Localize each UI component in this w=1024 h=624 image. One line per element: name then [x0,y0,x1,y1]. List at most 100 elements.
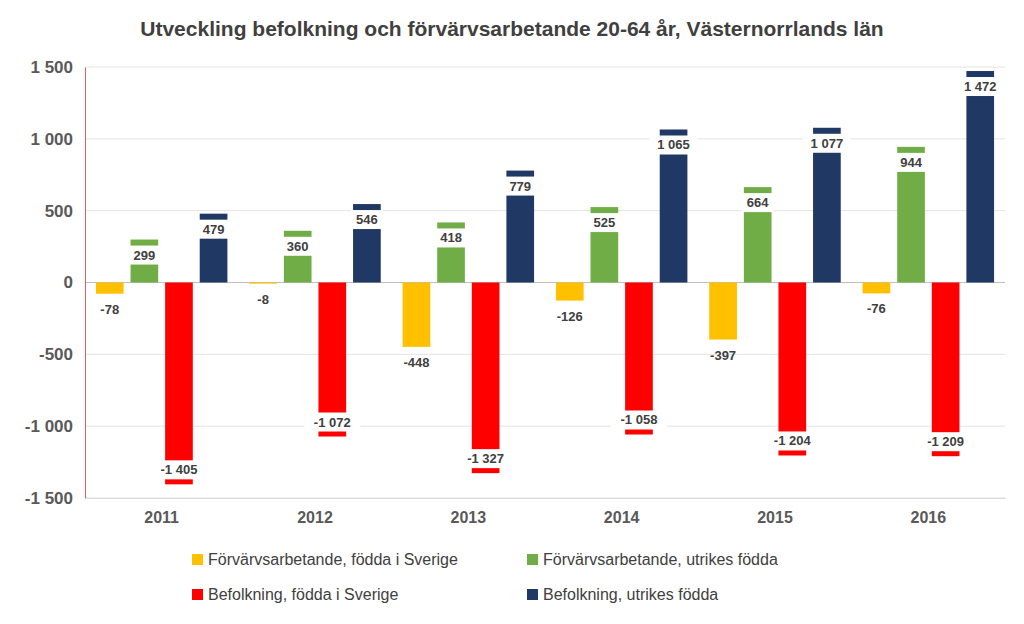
legend-item: Befolkning, utrikes födda [527,586,718,603]
bar [96,283,124,294]
x-tick-label: 2014 [604,509,640,526]
data-label: 360 [287,239,309,254]
data-label-box [803,134,851,153]
bar [403,283,431,347]
y-tick: -1 500 [25,489,85,508]
legend-swatch [192,554,203,565]
grid-line [85,498,1005,499]
data-label: -397 [710,348,736,363]
data-label: 525 [594,215,616,230]
y-tick: -1 000 [25,417,85,436]
title: Utveckling befolkning och förvärvsarbeta… [140,17,883,40]
data-label: 299 [134,248,156,263]
data-label-box [198,220,230,239]
y-tick-label: 1 500 [30,58,73,77]
data-label-box [764,431,820,450]
data-label: 944 [900,155,922,170]
grid-line [85,67,1005,68]
x-tick: 2016 [911,498,947,526]
bar [778,283,806,456]
data-label: -448 [403,355,429,370]
bar [556,283,584,301]
chart: Utveckling befolkning och förvärvsarbeta… [0,0,1024,624]
y-tick: 1 000 [30,130,85,149]
data-label: 479 [203,222,225,237]
legend-label: Befolkning, födda i Sverige [208,586,398,603]
data-label-box [304,413,360,432]
data-label-box [458,449,514,468]
y-axis: -1 500 -1 000 -500 0 500 1 000 1 500 [25,58,86,508]
bar [472,283,500,474]
x-tick-label: 2012 [297,509,333,526]
data-labels: -78 -8 -448 -126 -397 -76 299 360 418 525 664 944 -1… [100,77,1004,479]
x-tick-label: 2013 [451,509,487,526]
data-label: -1 058 [621,412,658,427]
data-label-box [918,432,974,451]
data-label: 779 [509,179,531,194]
legend-item: Förvärvsarbetande, utrikes födda [527,551,778,568]
bar [591,207,619,282]
grid-line [85,354,1005,355]
x-tick-label: 2016 [911,509,947,526]
data-label: 1 077 [811,136,844,151]
y-axis-line [85,68,86,499]
legend: Förvärvsarbetande, födda i Sverige Förvär… [192,551,778,603]
data-label: -8 [257,292,269,307]
y-tick: -500 [39,345,85,364]
data-label-box [611,410,667,429]
x-tick-label: 2011 [144,509,179,526]
legend-item: Förvärvsarbetande, födda i Sverige [192,551,458,568]
legend-swatch [527,554,538,565]
bar [165,283,193,485]
bar [897,147,925,283]
data-label-box [895,153,927,172]
x-tick: 2014 [604,498,640,526]
data-label: -1 204 [774,433,812,448]
x-axis-line [86,498,1006,499]
data-label-box [504,177,536,196]
data-label: -126 [557,309,583,324]
legend-swatch [192,589,203,600]
data-label-box [956,77,1004,96]
bar [353,204,381,282]
x-tick: 2012 [297,498,333,526]
data-label-box [351,210,383,229]
data-label: 546 [356,212,378,227]
bar [506,171,534,283]
y-tick-label: 1 000 [30,130,73,149]
y-tick-label: 0 [64,273,73,292]
data-label-box [151,460,207,479]
data-label: -76 [867,301,886,316]
bar [966,71,994,282]
legend-label: Befolkning, utrikes födda [543,586,718,603]
grid-line [85,138,1005,139]
bar [932,283,960,457]
legend-label: Förvärvsarbetande, födda i Sverige [208,551,458,568]
data-label: 664 [747,195,769,210]
bar [744,187,772,282]
bar [437,222,465,282]
bar [284,231,312,283]
y-tick: 1 500 [30,58,85,77]
y-tick: 500 [45,202,85,221]
data-label: -78 [100,302,119,317]
x-tick: 2013 [451,498,487,526]
bar [709,283,737,340]
bar [249,283,277,284]
data-label-box [742,193,774,212]
data-label: 418 [440,230,462,245]
data-label: -1 209 [927,434,964,449]
data-label: -1 327 [467,451,504,466]
y-tick: 0 [64,273,85,292]
x-tick: 2015 [757,498,793,526]
legend-label: Förvärvsarbetande, utrikes födda [543,551,778,568]
y-tick-label: 500 [45,202,73,221]
legend-swatch [527,589,538,600]
data-label-box [282,237,314,256]
grid [85,67,1005,498]
y-tick-label: -1 000 [25,417,73,436]
x-tick: 2011 [144,498,179,526]
data-label: 1 065 [657,137,690,152]
y-tick-label: -1 500 [25,489,73,508]
data-label-box [128,246,160,265]
